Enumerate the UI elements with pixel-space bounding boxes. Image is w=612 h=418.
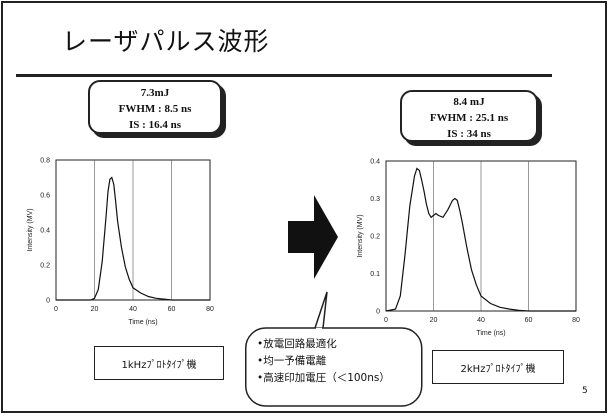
- callout-line-2: •均一予備電離: [257, 355, 327, 367]
- right-caption: 2kHzﾌﾟﾛﾄﾀｲﾌﾟ機: [432, 350, 564, 384]
- right-is: IS : 34 ns: [447, 128, 491, 140]
- right-chart-svg: 0 20 40 60 80 0 0.1 0.2 0.3 0.4 Time (ns) Intensity…: [357, 159, 580, 338]
- series-line: [385, 167, 576, 312]
- left-fwhm: FWHM : 8.5 ns: [118, 103, 192, 115]
- series-line: [56, 176, 210, 301]
- slide-title: レーザパルス波形: [62, 27, 270, 56]
- left-spec-box: 7.3mJ FWHM : 8.5 ns IS : 16.4 ns: [88, 80, 222, 134]
- x-tick-label: 80: [572, 317, 580, 324]
- y-axis-label: Intensity (MV): [27, 208, 34, 251]
- left-caption: 1kHzﾌﾟﾛﾄﾀｲﾌﾟ機: [94, 346, 224, 380]
- left-is: IS : 16.4 ns: [129, 119, 181, 131]
- x-tick-label: 80: [206, 306, 214, 313]
- x-tick-label: 0: [54, 306, 58, 313]
- title-underline: [16, 74, 552, 77]
- y-tick-label: 0.2: [40, 263, 50, 270]
- y-tick-label: 0.4: [40, 228, 50, 235]
- y-tick-label: 0.3: [370, 196, 380, 203]
- y-tick-label: 0: [46, 298, 50, 305]
- x-axis-label: Time (ns): [128, 319, 157, 326]
- left-energy: 7.3mJ: [140, 87, 170, 99]
- right-spec-box: 8.4 mJ FWHM : 25.1 ns IS : 34 ns: [400, 90, 538, 142]
- left-chart: 0 20 40 60 80 0 0.2 0.4 0.6 0.8 Time (ns) Intensity…: [18, 152, 248, 342]
- x-tick-label: 60: [168, 306, 176, 313]
- slide-frame: [1, 1, 607, 413]
- left-chart-svg: 0 20 40 60 80 0 0.2 0.4 0.6 0.8 Time (ns) Intensity…: [27, 158, 214, 327]
- callout-line-1: •放電回路最適化: [257, 338, 337, 350]
- y-tick-label: 0.1: [370, 271, 380, 278]
- y-tick-label: 0.6: [40, 193, 50, 200]
- right-energy: 8.4 mJ: [453, 96, 485, 108]
- right-chart: 0 20 40 60 80 0 0.1 0.2 0.3 0.4 Time (ns) Intensity…: [346, 155, 606, 345]
- x-tick-label: 60: [525, 317, 533, 324]
- x-tick-label: 20: [430, 317, 438, 324]
- x-tick-label: 40: [129, 306, 137, 313]
- y-tick-label: 0.8: [40, 158, 50, 165]
- page-number: 5: [582, 386, 588, 396]
- right-arrow-icon: [286, 193, 340, 285]
- y-tick-label: 0.2: [370, 234, 380, 241]
- right-fwhm: FWHM : 25.1 ns: [429, 112, 509, 124]
- y-tick-label: 0.4: [370, 159, 380, 166]
- x-axis-label: Time (ns): [476, 330, 505, 337]
- y-tick-label: 0: [376, 309, 380, 316]
- y-axis-label: Intensity (MV): [357, 214, 364, 257]
- x-tick-label: 20: [91, 306, 99, 313]
- x-tick-label: 40: [477, 317, 485, 324]
- callout-line-3: •高速印加電圧（＜100ns）: [257, 372, 390, 384]
- x-tick-label: 0: [384, 317, 388, 324]
- improvements-callout: •放電回路最適化 •均一予備電離 •高速印加電圧（＜100ns）: [245, 291, 423, 408]
